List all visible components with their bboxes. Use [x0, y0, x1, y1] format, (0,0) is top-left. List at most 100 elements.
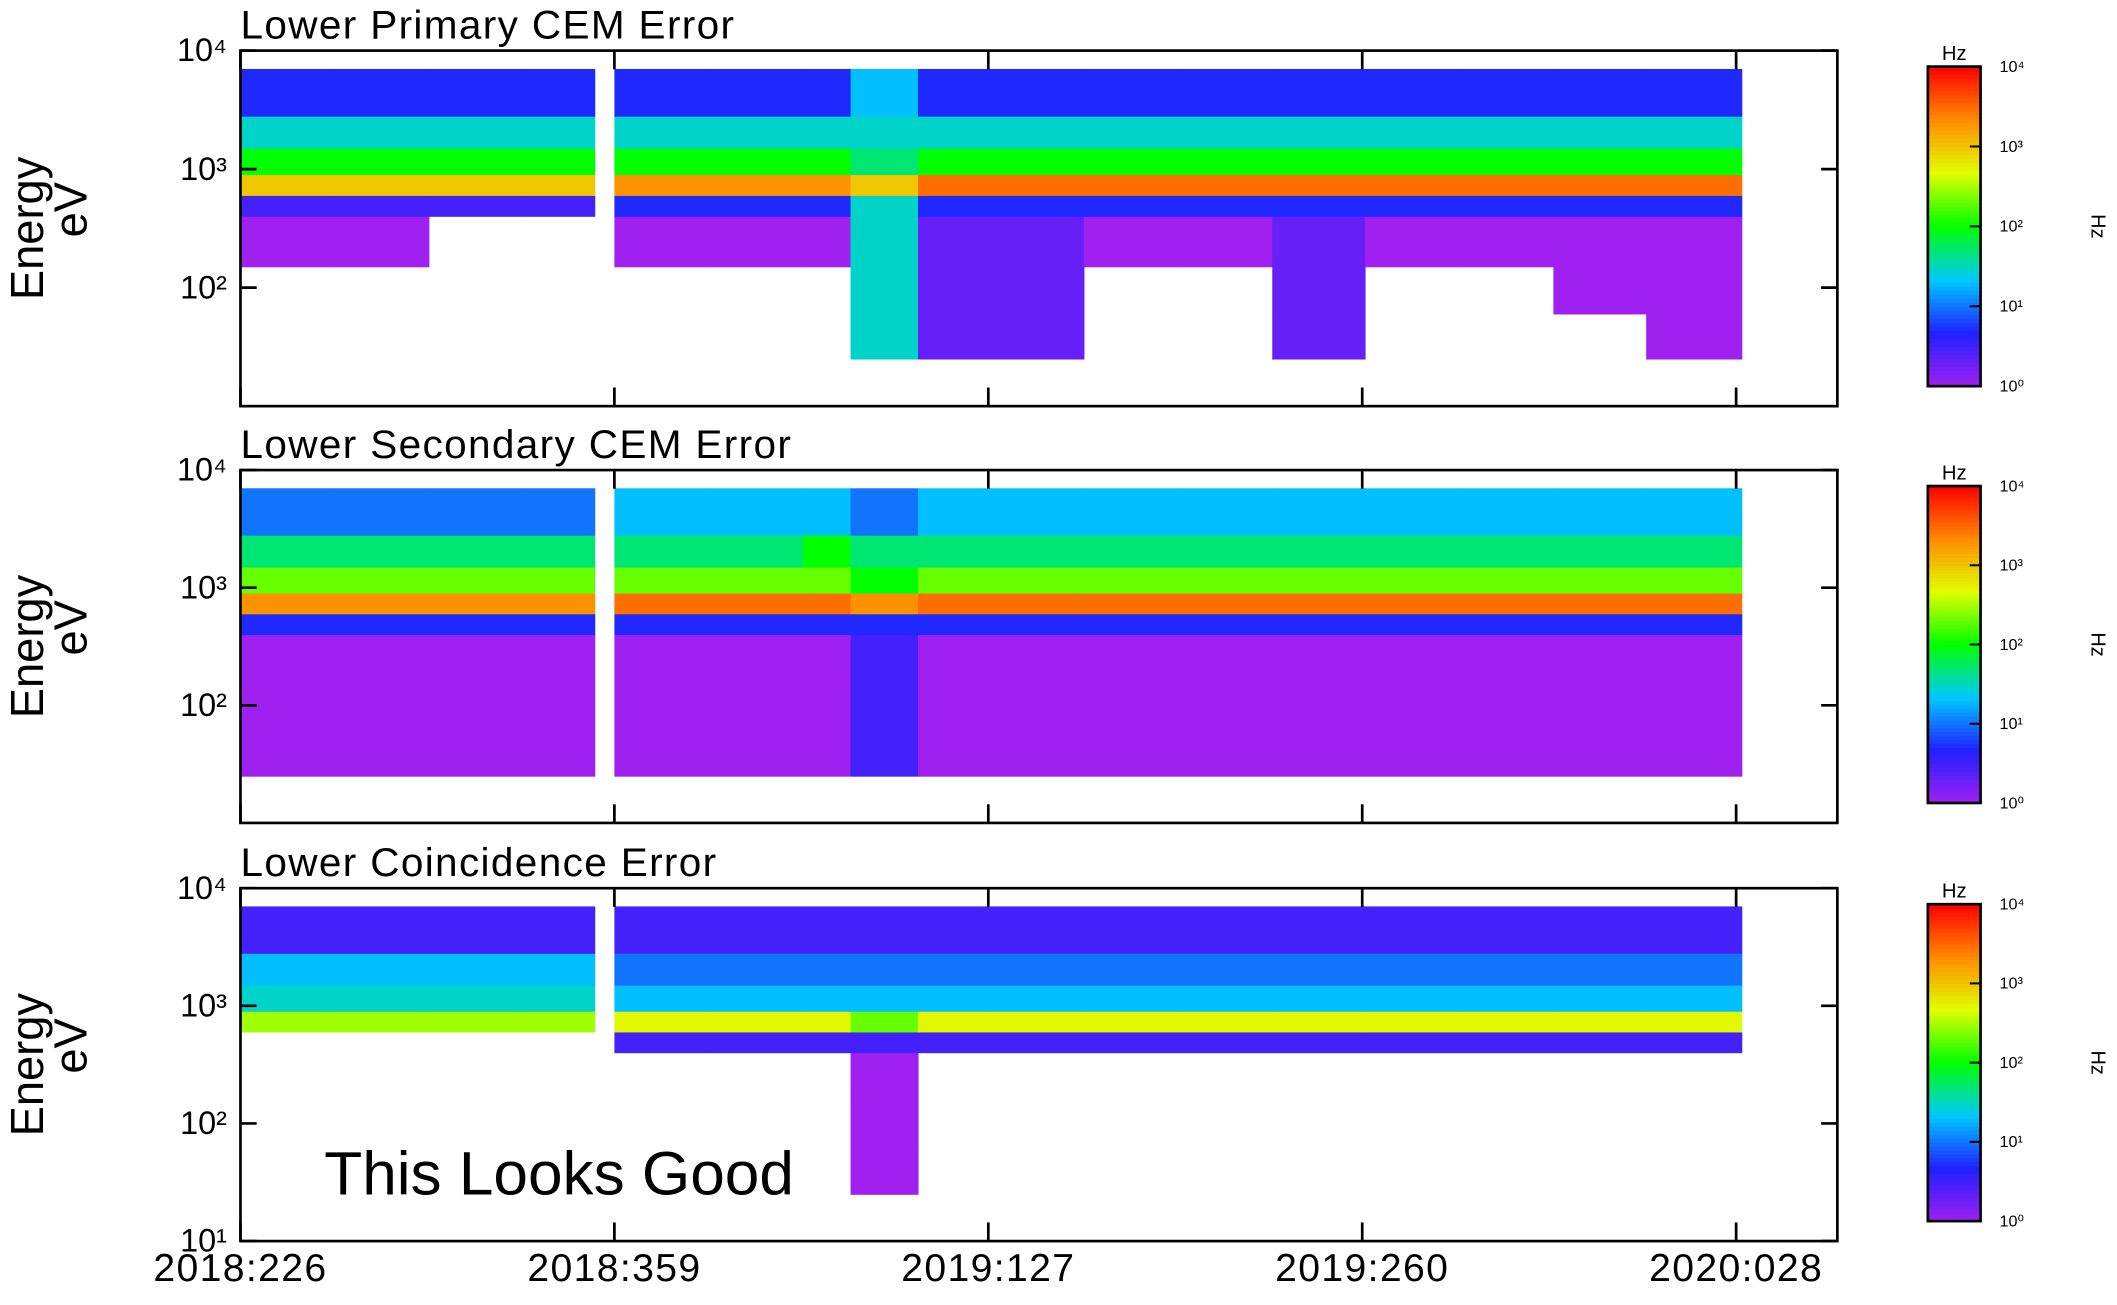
heatmap-cell [1553, 266, 1647, 315]
heatmap-cell [1365, 906, 1459, 954]
heatmap-cell [1365, 535, 1459, 568]
y-axis-label: Energy [2, 575, 53, 719]
heatmap-cell [333, 488, 430, 536]
heatmap-cell [1457, 195, 1554, 217]
colorbar-swatch [1927, 1106, 1981, 1111]
colorbar-swatch [1927, 298, 1981, 303]
colorbar-swatch [1927, 908, 1981, 913]
colorbar-swatch [1927, 1209, 1981, 1214]
colorbar-swatch [1927, 1118, 1981, 1123]
colorbar-swatch [1927, 767, 1981, 772]
y-tick-label: 10⁴ [177, 32, 227, 68]
heatmap-cell [521, 1011, 596, 1033]
colorbar-swatch [1927, 278, 1981, 283]
colorbar-swatch [1927, 565, 1981, 570]
colorbar-swatch [1927, 775, 1981, 780]
colorbar-swatch [1927, 963, 1981, 969]
colorbar-swatch [1927, 1137, 1981, 1143]
heatmap-cell [850, 216, 919, 268]
colorbar-swatch [1927, 1185, 1981, 1191]
heatmap-cell [1272, 174, 1366, 196]
heatmap-cell [850, 313, 919, 360]
heatmap-cell [240, 634, 334, 686]
heatmap-cell [1176, 1011, 1273, 1033]
heatmap-cell [991, 593, 1085, 615]
heatmap-cell [1083, 68, 1178, 117]
heatmap-cell [1176, 195, 1273, 217]
heatmap-cell [1272, 195, 1366, 217]
colorbar-swatch [1927, 525, 1981, 531]
heatmap-cell [240, 985, 334, 1012]
heatmap-cell [1553, 1011, 1647, 1033]
heatmap-cell [850, 116, 919, 149]
heatmap-cell [991, 731, 1085, 777]
colorbar-swatch [1927, 378, 1981, 383]
colorbar-swatch [1927, 628, 1981, 634]
heatmap-cell [1457, 731, 1554, 777]
plot-frame [239, 468, 1839, 825]
heatmap-cell [802, 684, 852, 732]
colorbar-swatch [1927, 533, 1981, 539]
colorbar-swatch [1927, 731, 1981, 737]
colorbar-swatch [1927, 763, 1981, 768]
colorbar-swatch [1927, 604, 1981, 610]
heatmap-cell [1176, 953, 1273, 986]
heatmap-cell [802, 195, 852, 217]
heatmap-cell [1083, 684, 1178, 732]
colorbar-swatch [1927, 1030, 1981, 1036]
colorbar-swatch [1927, 1094, 1981, 1099]
colorbar-swatch [1927, 222, 1981, 228]
colorbar-swatch [1927, 1082, 1981, 1088]
heatmap-cell [333, 684, 430, 732]
colorbar-swatch [1927, 509, 1981, 515]
colorbar-swatch [1927, 497, 1981, 503]
heatmap-cell [1457, 1031, 1554, 1054]
heatmap-cell [991, 634, 1085, 686]
x-tick-label: 2018:226 [153, 1247, 327, 1290]
heatmap-cell [1176, 613, 1273, 636]
y-tick-label: 10³ [180, 988, 227, 1024]
heatmap-cell [1083, 985, 1178, 1012]
colorbar-swatch [1927, 971, 1981, 977]
heatmap-cell [850, 488, 919, 536]
heatmap-cell [1457, 613, 1554, 636]
colorbar-tick-label: 10¹ [1999, 715, 2022, 733]
heatmap-cell [614, 68, 711, 117]
colorbar-swatch [1927, 912, 1981, 917]
colorbar-swatch [1927, 557, 1981, 562]
colorbar-swatch [1927, 118, 1981, 124]
heatmap-cell [850, 566, 919, 594]
colorbar-swatch [1927, 1046, 1981, 1052]
heatmap-cell [918, 195, 992, 217]
heatmap-cell [850, 1052, 919, 1104]
heatmap-cell [802, 1011, 852, 1033]
heatmap-cell [428, 488, 523, 536]
colorbar-swatch [1927, 1193, 1981, 1199]
heatmap-cell [1646, 731, 1743, 777]
colorbar-swatch [1927, 783, 1981, 788]
heatmap-cell [240, 593, 334, 615]
heatmap-cell [1457, 953, 1554, 986]
heatmap-cell [802, 535, 852, 568]
colorbar-swatch [1927, 154, 1981, 160]
heatmap-cell [333, 731, 430, 777]
colorbar-swatch [1927, 1066, 1981, 1072]
colorbar-swatch [1927, 664, 1981, 669]
heatmap-cell [614, 613, 711, 636]
heatmap-cell [1176, 731, 1273, 777]
colorbar-swatch [1927, 521, 1981, 527]
colorbar-swatch [1927, 318, 1981, 323]
heatmap-cell [1083, 1011, 1178, 1033]
heatmap-cell [1365, 953, 1459, 986]
colorbar-swatch [1927, 608, 1981, 614]
heatmap-cell [1646, 68, 1743, 117]
heatmap-cell [428, 731, 523, 777]
heatmap-cell [428, 1011, 523, 1033]
colorbar-swatch [1927, 632, 1981, 638]
heatmap-cell [521, 953, 596, 986]
colorbar-swatch [1927, 644, 1981, 650]
heatmap-cell [918, 1011, 992, 1033]
colorbar-swatch [1927, 715, 1981, 721]
colorbar-swatch [1927, 218, 1981, 224]
colorbar-swatch [1927, 616, 1981, 622]
